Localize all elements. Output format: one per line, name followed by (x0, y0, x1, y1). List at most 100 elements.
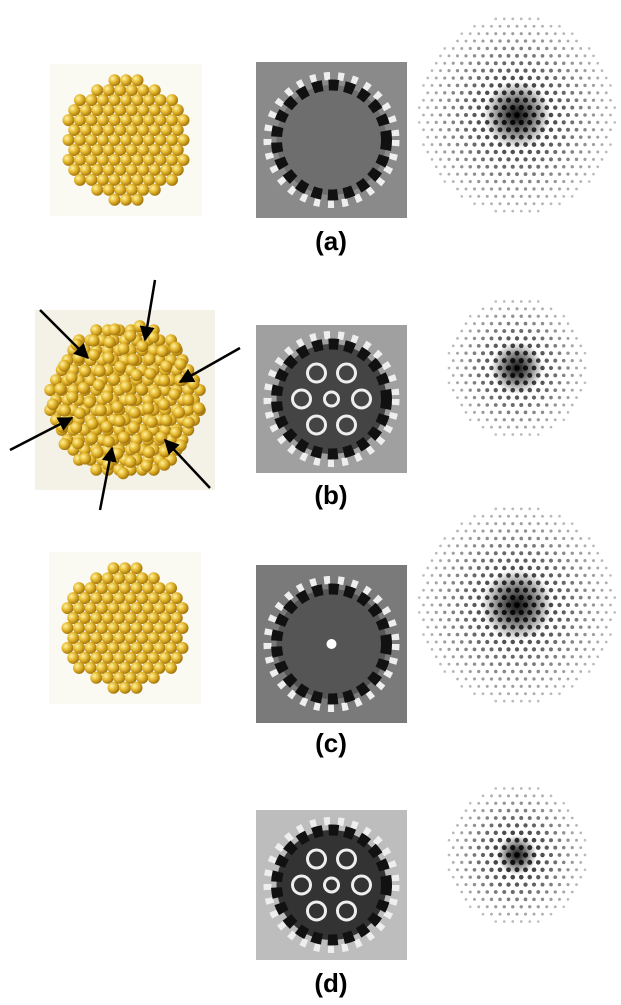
dot (575, 618, 579, 622)
dot (537, 210, 540, 213)
dot (468, 106, 472, 110)
dot (575, 381, 578, 384)
dot (557, 633, 561, 637)
dot (605, 626, 608, 629)
dot (520, 195, 523, 198)
dot (584, 173, 587, 176)
dot (579, 640, 582, 643)
dot (473, 172, 476, 175)
dot (545, 91, 549, 95)
dot (503, 210, 506, 213)
dot (579, 625, 583, 629)
dot (503, 195, 506, 198)
dot (540, 573, 544, 577)
dot (426, 581, 429, 584)
dot (549, 69, 553, 73)
dot (575, 158, 578, 161)
dot (511, 47, 515, 51)
dot (609, 618, 612, 621)
dot (477, 165, 481, 169)
dot (422, 143, 425, 146)
dot (515, 662, 519, 666)
dot (464, 588, 468, 592)
atom (113, 415, 125, 427)
dot (575, 40, 578, 43)
dot (494, 905, 497, 908)
dot (601, 648, 604, 651)
dot (545, 135, 549, 139)
atom (103, 352, 115, 364)
dot (557, 113, 561, 117)
dot (562, 537, 565, 540)
atom (158, 459, 170, 471)
dot (540, 632, 544, 636)
dot (554, 890, 557, 893)
dot (605, 136, 608, 139)
dot (443, 640, 446, 643)
dot (588, 581, 591, 584)
dot (571, 817, 574, 820)
dot (540, 157, 544, 161)
dot (473, 25, 476, 28)
dot (524, 677, 527, 680)
dot (579, 537, 582, 540)
dot (541, 692, 544, 695)
dot (571, 670, 574, 673)
dot (554, 403, 557, 406)
dot (486, 418, 489, 421)
dot (456, 158, 459, 161)
dot (554, 195, 557, 198)
dot (532, 529, 535, 532)
dot (516, 692, 519, 695)
dot (489, 853, 494, 858)
dot (452, 359, 455, 362)
dot (494, 61, 498, 65)
dot (579, 47, 582, 50)
dot (528, 76, 532, 80)
dot (575, 824, 578, 827)
dot (426, 567, 429, 570)
dot (447, 128, 451, 132)
dot (456, 618, 460, 622)
dot (502, 180, 506, 184)
dot (477, 135, 481, 139)
dot (613, 106, 616, 109)
dot (494, 388, 498, 392)
dot (485, 890, 489, 894)
dot (515, 157, 519, 161)
dot (519, 150, 523, 154)
dot (456, 559, 459, 562)
dot (477, 566, 481, 570)
dot (588, 76, 591, 79)
dot (596, 77, 599, 80)
dot (553, 860, 557, 864)
dot (532, 336, 536, 340)
panel-label: (a) (315, 226, 347, 256)
dot (558, 157, 562, 161)
dot (469, 315, 472, 318)
dot (477, 388, 481, 392)
dot (536, 165, 540, 169)
dot (584, 352, 587, 355)
dot (460, 32, 463, 35)
dot (584, 381, 587, 384)
dot (528, 47, 532, 51)
dot (481, 396, 485, 400)
atom (147, 331, 159, 343)
dot (468, 91, 472, 95)
atom (129, 407, 141, 419)
dot (545, 640, 549, 644)
dot (553, 875, 557, 879)
dot (443, 106, 446, 109)
atom (149, 184, 161, 196)
dot (533, 794, 536, 797)
atom (141, 430, 153, 442)
dot (494, 18, 497, 21)
dot (541, 515, 544, 518)
atom (91, 446, 103, 458)
dot (550, 692, 553, 695)
dot (566, 559, 570, 563)
dot (451, 625, 455, 629)
dot (549, 677, 552, 680)
dot (562, 388, 565, 391)
